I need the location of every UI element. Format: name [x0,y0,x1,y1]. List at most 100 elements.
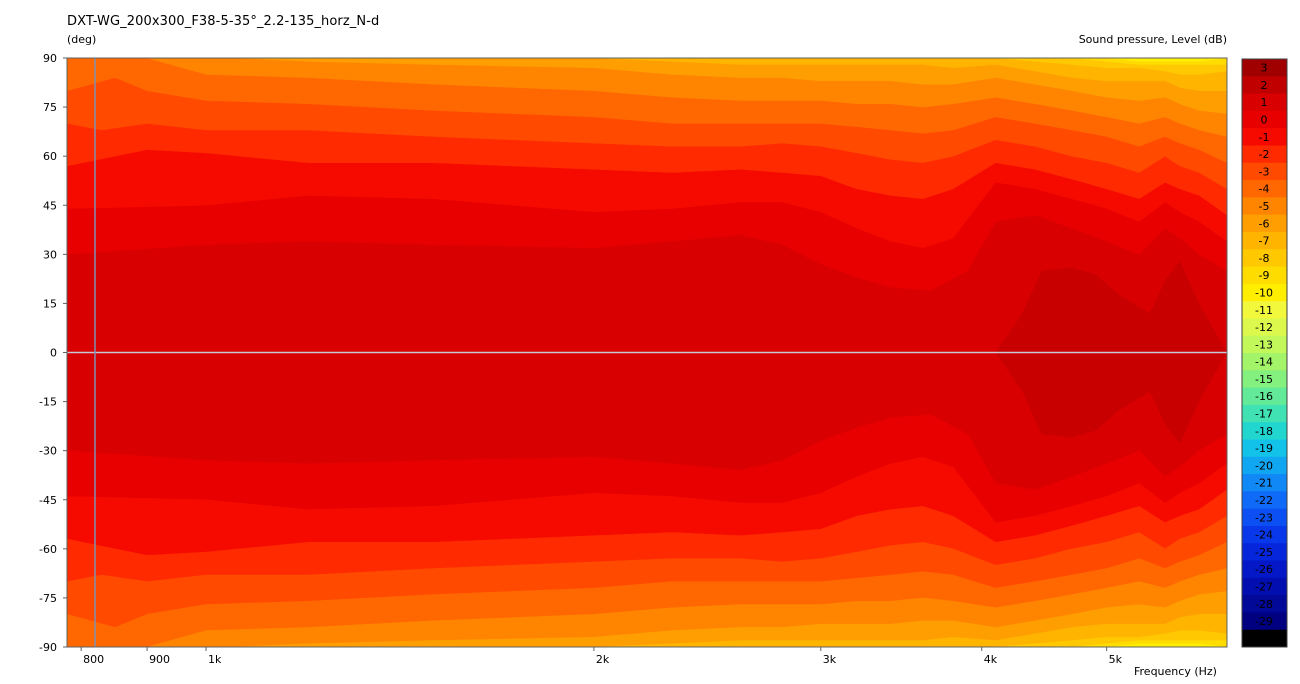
colorbar-swatch [1242,543,1287,562]
colorbar-level-label: -18 [1255,425,1273,438]
colorbar-swatch [1242,508,1287,527]
colorbar-swatch [1242,353,1287,371]
contour-bands [66,57,1228,648]
colorbar-level-label: -10 [1255,286,1273,299]
y-tick-label: 75 [43,101,57,114]
contour-band-upper-7 [67,57,1228,114]
y-tick-labels: 90 75 60 45 30 15 0 -15 -30 -45 -60 -75 -90 [39,52,67,654]
y-tick-label: 30 [43,248,57,261]
colorbar-level-label: -27 [1255,580,1273,593]
colorbar-level-label: -4 [1259,183,1270,196]
contour-band-lower-7 [67,591,1228,648]
colorbar-level-label: -25 [1255,546,1273,559]
colorbar: 3 2 1 0 -1 -2 -3 -4 -5 -6 -7 -8 -9 -10 -11 -12 -13 -14 -15… [1241,58,1288,648]
colorbar-level-label: -13 [1255,338,1273,351]
x-tick-labels: 800 900 1k 2k 3k 4k 5k [80,647,1123,666]
colorbar-level-label: -20 [1255,459,1273,472]
x-tick-label: 900 [149,653,170,666]
colorbar-swatch [1242,456,1287,475]
colorbar-level-label: -23 [1255,511,1273,524]
colorbar-swatch [1242,318,1287,337]
colorbar-swatch [1242,335,1287,354]
colorbar-level-label: -9 [1259,269,1270,282]
colorbar-level-label: -3 [1259,165,1270,178]
colorbar-level-label: -5 [1259,200,1270,213]
colorbar-level-label: -28 [1255,598,1273,611]
colorbar-level-label: -1 [1259,131,1270,144]
colorbar-swatch [1242,197,1287,216]
chart-title: DXT-WG_200x300_F38-5-35°_2.2-135_horz_N-… [67,14,380,29]
y-tick-label: -90 [39,641,57,654]
colorbar-swatch [1242,577,1287,596]
colorbar-level-label: -12 [1255,321,1273,334]
colorbar-level-label: -21 [1255,477,1273,490]
colorbar-swatch [1242,162,1287,181]
colorbar-swatch [1242,110,1287,129]
colorbar-level-label: -7 [1259,235,1270,248]
colorbar-level-label: -17 [1255,408,1273,421]
y-tick-label: 60 [43,150,57,163]
x-tick-label: 2k [596,653,610,666]
colorbar-swatch [1242,491,1287,510]
colorbar-swatch [1242,525,1287,544]
colorbar-level-label: -22 [1255,494,1273,507]
y-tick-label: -75 [39,592,57,605]
colorbar-swatch [1242,301,1287,319]
colorbar-level-label: -26 [1255,563,1273,576]
colorbar-swatch [1242,474,1287,492]
colorbar-swatch [1242,439,1287,458]
colorbar-level-label: 2 [1261,79,1268,92]
y-tick-label: -30 [39,445,57,458]
x-tick-label: 1k [208,653,222,666]
colorbar-label: Sound pressure, Level (dB) [1078,33,1227,46]
y-tick-label: 90 [43,52,57,65]
colorbar-swatch [1242,180,1287,198]
colorbar-swatch [1242,59,1287,77]
colorbar-swatch [1242,283,1287,302]
colorbar-swatch [1242,76,1287,95]
colorbar-swatch [1242,422,1287,440]
colorbar-swatch [1242,266,1287,285]
colorbar-level-label: 0 [1261,114,1268,127]
x-tick-label: 5k [1109,653,1123,666]
colorbar-level-label: -11 [1255,304,1273,317]
colorbar-level-label: -14 [1255,356,1273,369]
y-tick-label: 45 [43,199,57,212]
y-axis-unit: (deg) [67,33,97,46]
colorbar-level-label: -24 [1255,529,1273,542]
colorbar-swatch [1242,214,1287,233]
colorbar-swatch [1242,128,1287,146]
colorbar-swatch [1242,249,1287,268]
colorbar-level-label: -30 [1255,632,1273,645]
y-tick-label: -60 [39,543,57,556]
x-axis-label: Frequency (Hz) [1134,665,1217,678]
colorbar-frame [1241,58,1288,648]
colorbar-level-label: 3 [1261,62,1268,75]
y-tick-label: 0 [50,347,57,360]
colorbar-level-label: -8 [1259,252,1270,265]
colorbar-swatch [1242,387,1287,406]
x-tick-label: 800 [83,653,104,666]
y-tick-label: -45 [39,494,57,507]
colorbar-level-label: -29 [1255,615,1273,628]
colorbar-swatch [1242,370,1287,389]
colorbar-level-label: -6 [1259,217,1270,230]
x-tick-label: 3k [823,653,837,666]
colorbar-swatch [1242,595,1287,613]
colorbar-swatch [1242,93,1287,112]
y-tick-label: -15 [39,396,57,409]
colorbar-swatch [1242,404,1287,423]
colorbar-swatch [1242,629,1287,648]
colorbar-level-label: -15 [1255,373,1273,386]
x-tick-label: 4k [984,653,998,666]
colorbar-level-label: 1 [1261,96,1268,109]
colorbar-swatch [1242,145,1287,164]
colorbar-swatch [1242,231,1287,250]
colorbar-level-label: -16 [1255,390,1273,403]
colorbar-swatch [1242,560,1287,579]
colorbar-level-label: -2 [1259,148,1270,161]
colorbar-level-label: -19 [1255,442,1273,455]
y-tick-label: 15 [43,297,57,310]
colorbar-swatch [1242,612,1287,631]
